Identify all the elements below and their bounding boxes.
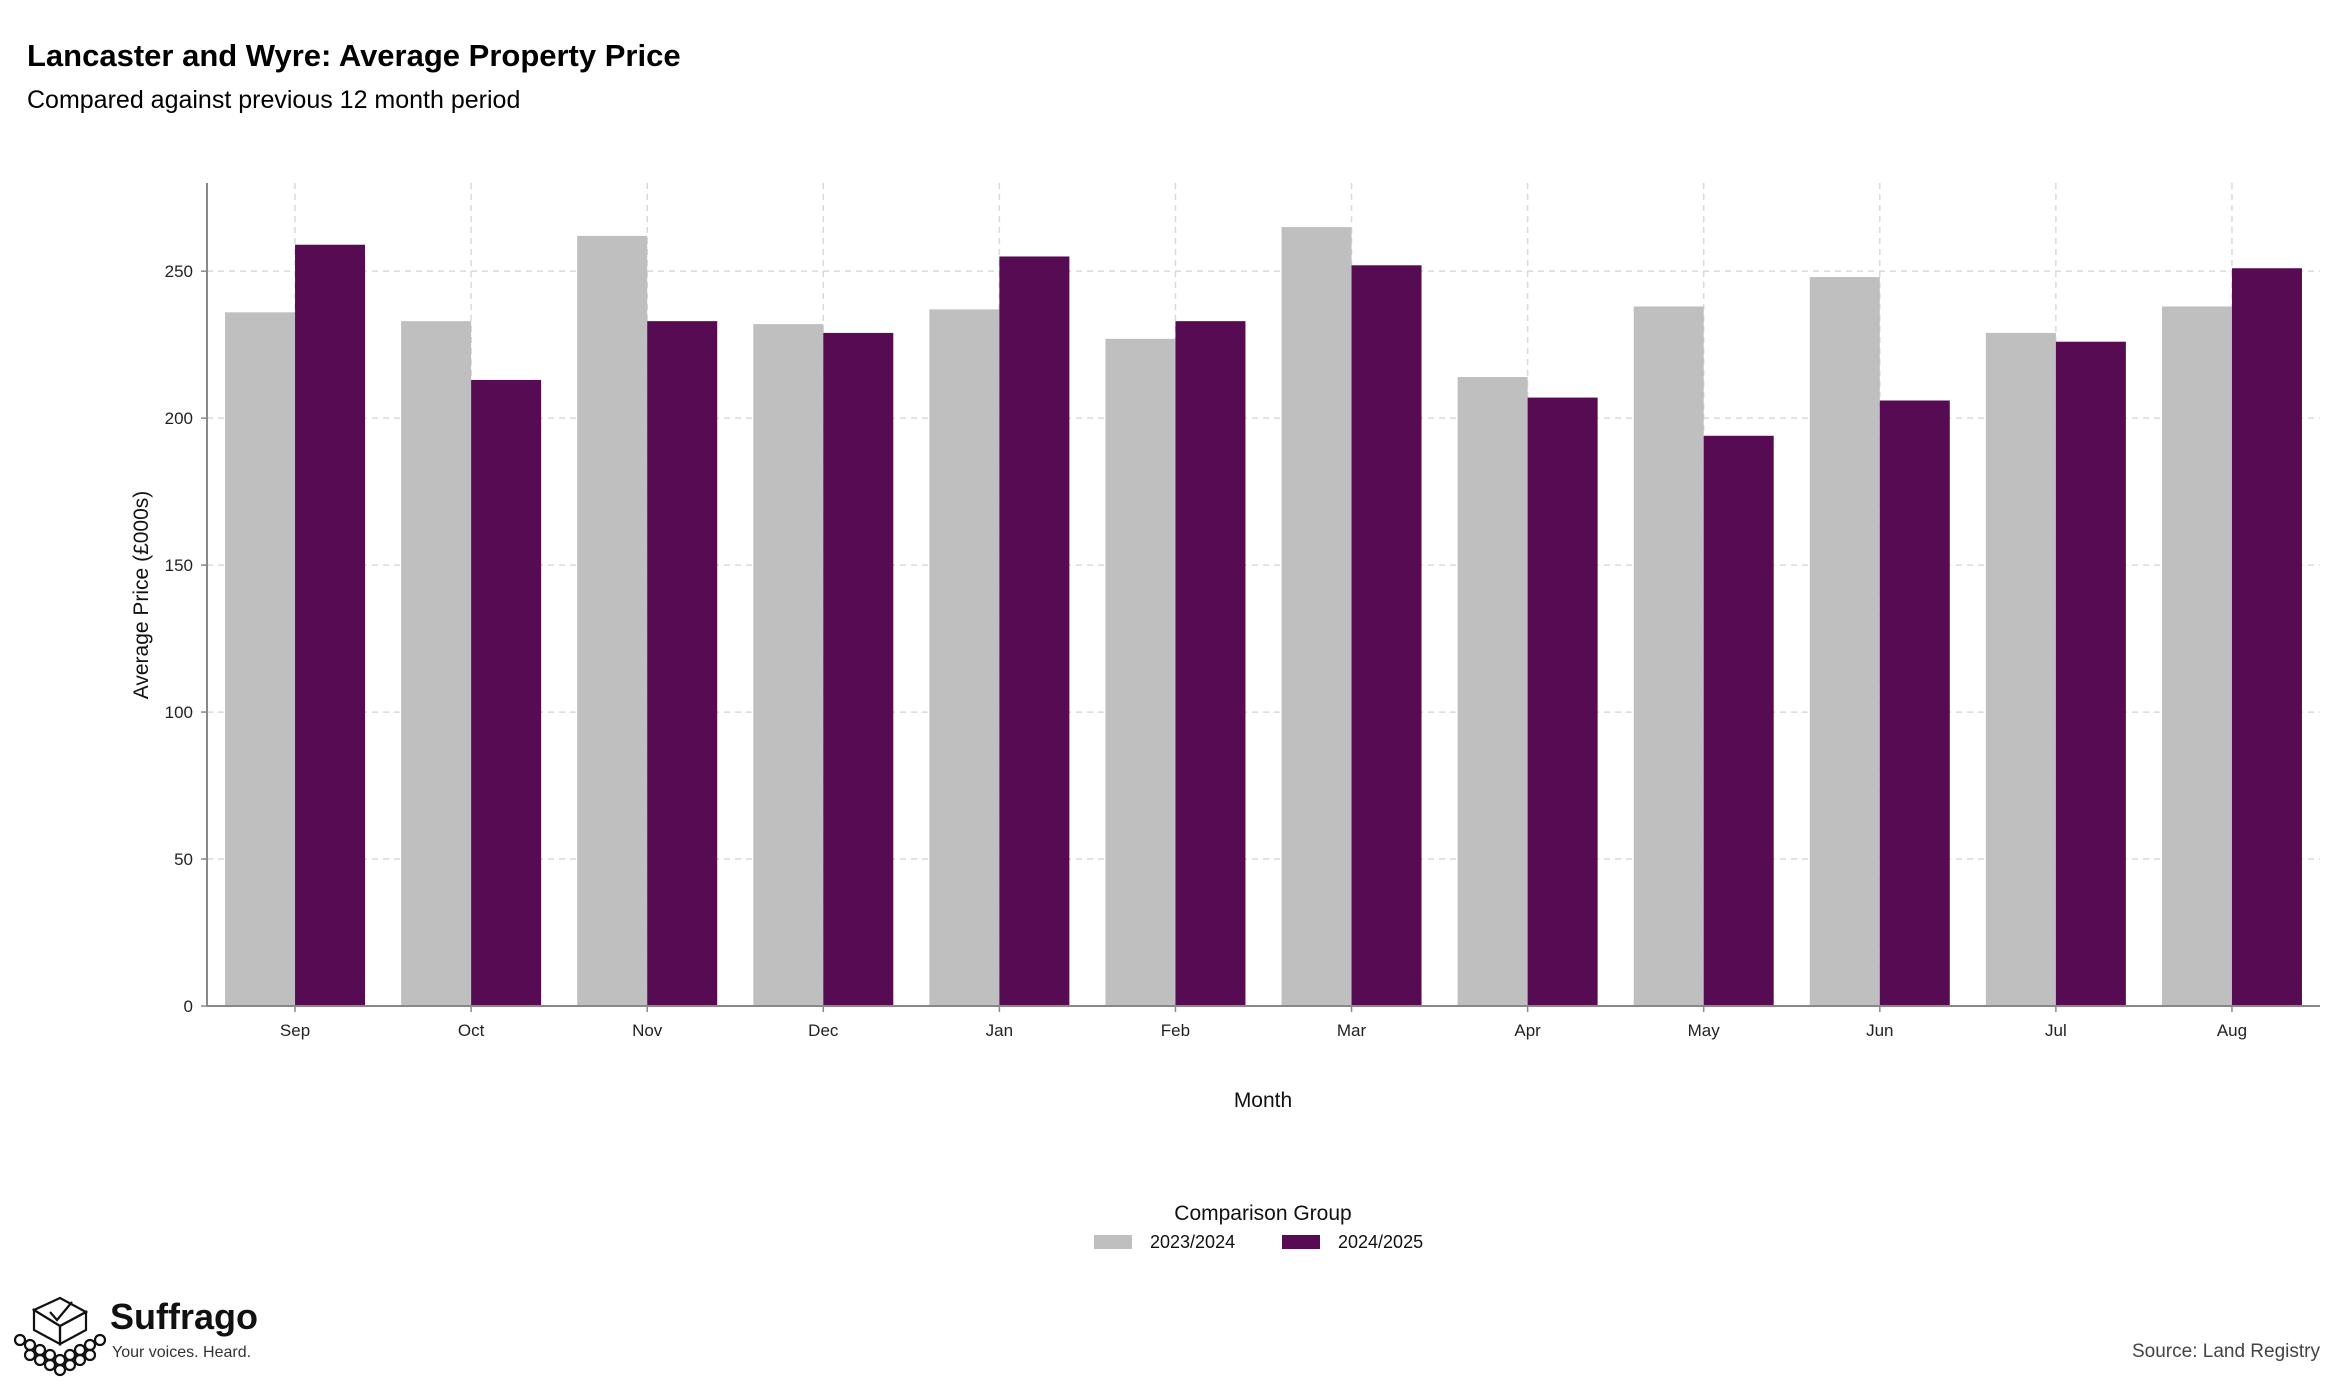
y-tick-label: 0 — [184, 997, 193, 1016]
bar-2024-2025-aug — [2231, 268, 2302, 1007]
y-tick-label: 200 — [165, 409, 193, 428]
x-tick-label: Aug — [2217, 1021, 2247, 1040]
x-tick-label: Mar — [1337, 1021, 1367, 1040]
bar-2024-2025-jan — [999, 256, 1070, 1006]
y-tick-label: 100 — [165, 703, 193, 722]
bar-2024-2025-may — [1703, 435, 1774, 1006]
suffrago-logo-icon — [14, 1296, 107, 1377]
x-tick-label: Jul — [2045, 1021, 2067, 1040]
bar-2023-2024-jan — [929, 309, 1000, 1006]
legend-title: Comparison Group — [1174, 1202, 1351, 1225]
bar-2024-2025-dec — [823, 332, 894, 1006]
y-axis-title: Average Price (£000s) — [130, 491, 153, 700]
x-tick-label: May — [1688, 1021, 1721, 1040]
bar-2023-2024-apr — [1457, 376, 1528, 1006]
bar-2023-2024-nov — [577, 235, 648, 1006]
x-tick-label: Dec — [808, 1021, 839, 1040]
legend-swatch-2024-2025 — [1282, 1235, 1320, 1249]
bar-2023-2024-aug — [2161, 306, 2232, 1006]
legend-label-2023-2024: 2023/2024 — [1150, 1232, 1235, 1252]
bar-2024-2025-feb — [1175, 321, 1246, 1006]
bar-2023-2024-jun — [1809, 277, 1880, 1006]
x-axis-title: Month — [1234, 1089, 1292, 1112]
bar-2024-2025-oct — [471, 379, 542, 1006]
x-tick-label: Jan — [986, 1021, 1013, 1040]
x-tick-label: Feb — [1161, 1021, 1190, 1040]
y-tick-labels: 0 50 100 150 200 250 — [165, 262, 207, 1016]
x-tick-labels: Sep Oct Nov Dec Jan Feb Mar Apr May Jun Jul Aug — [280, 1006, 2247, 1040]
bar-2024-2025-jul — [2055, 341, 2126, 1006]
bar-2023-2024-dec — [753, 324, 824, 1007]
bar-2024-2025-apr — [1527, 397, 1598, 1006]
bar-2023-2024-oct — [401, 321, 472, 1006]
bars — [225, 227, 2302, 1007]
legend-label-2024-2025: 2024/2025 — [1338, 1232, 1423, 1252]
legend: Comparison Group 2023/2024 2024/2025 — [1094, 1202, 1423, 1252]
x-tick-label: Jun — [1866, 1021, 1893, 1040]
x-tick-label: Apr — [1514, 1021, 1541, 1040]
bar-2024-2025-mar — [1351, 265, 1422, 1006]
x-tick-label: Nov — [632, 1021, 663, 1040]
source-note: Source: Land Registry — [2132, 1341, 2320, 1362]
x-tick-label: Oct — [458, 1021, 485, 1040]
brand-name: Suffrago — [110, 1296, 258, 1337]
bar-2023-2024-sep — [225, 312, 296, 1006]
legend-swatch-2023-2024 — [1094, 1235, 1132, 1249]
bar-2024-2025-nov — [647, 321, 718, 1006]
chart-subtitle: Compared against previous 12 month perio… — [27, 86, 521, 114]
brand-tagline: Your voices. Heard. — [112, 1344, 252, 1361]
x-tick-label: Sep — [280, 1021, 310, 1040]
bar-2023-2024-feb — [1105, 338, 1176, 1007]
bar-2023-2024-may — [1633, 306, 1704, 1006]
y-tick-label: 250 — [165, 262, 193, 281]
chart-title: Lancaster and Wyre: Average Property Pri… — [27, 38, 681, 73]
bar-2023-2024-jul — [1985, 332, 2056, 1006]
axes — [206, 183, 2320, 1007]
y-tick-label: 50 — [174, 850, 193, 869]
bar-2023-2024-mar — [1281, 227, 1352, 1006]
y-tick-label: 150 — [165, 556, 193, 575]
bar-2024-2025-jun — [1879, 400, 1950, 1006]
bar-2024-2025-sep — [295, 244, 366, 1007]
